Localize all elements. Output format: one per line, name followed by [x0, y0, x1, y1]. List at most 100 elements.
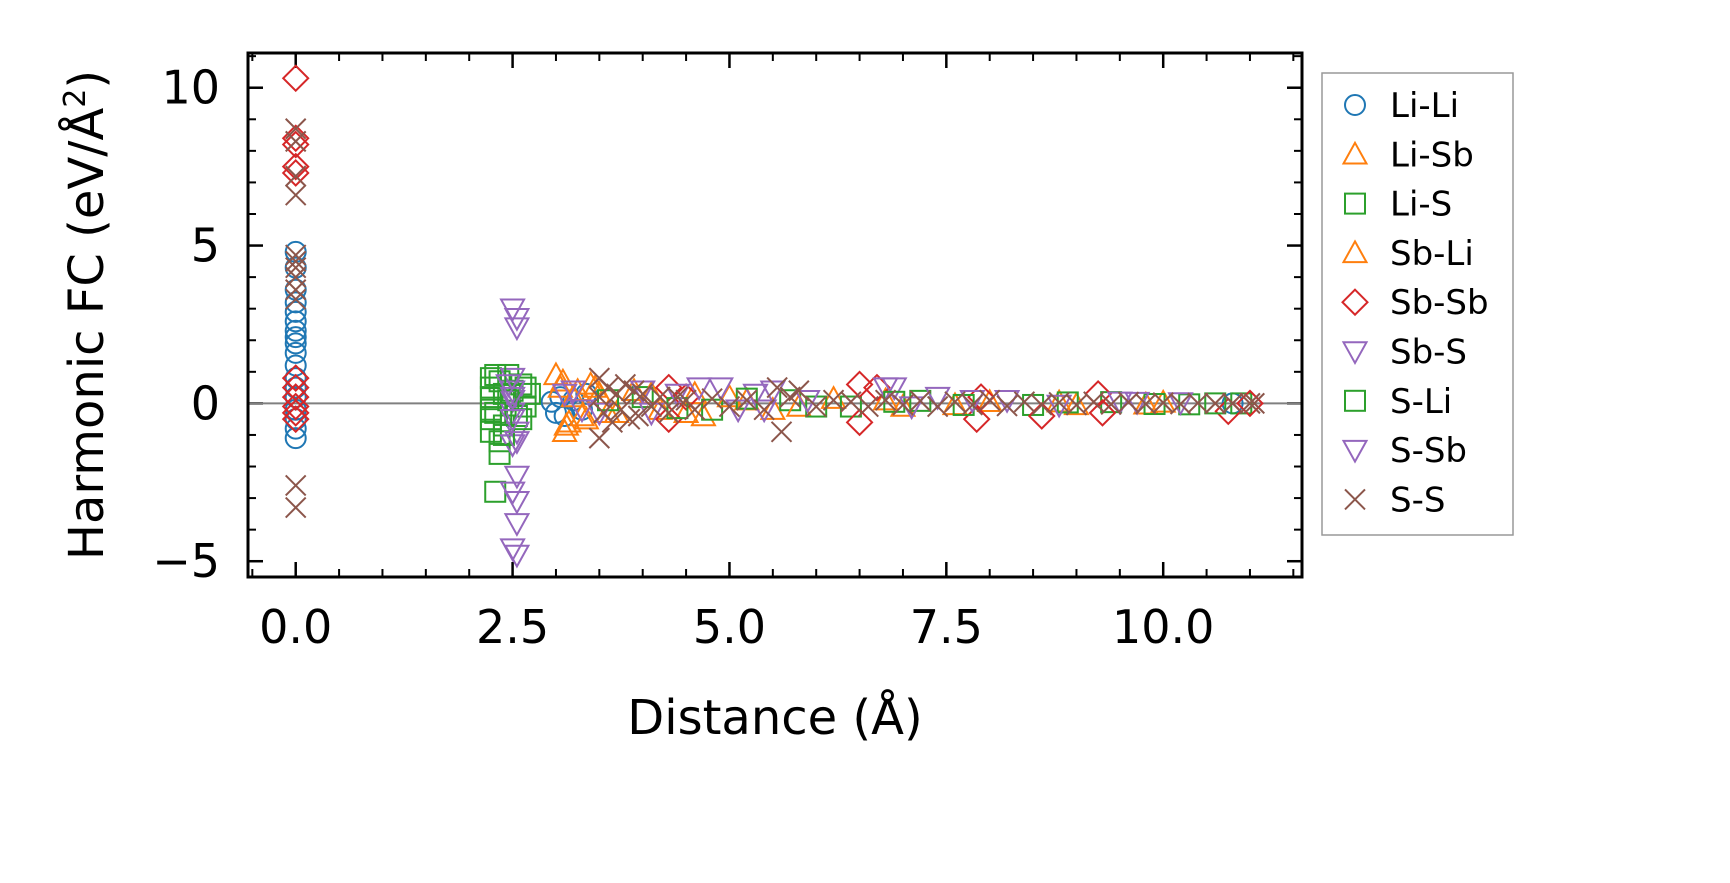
x-stroke: [597, 376, 619, 399]
data-point: [1088, 398, 1117, 427]
data-point: [284, 319, 307, 342]
x-stroke: [1100, 393, 1122, 416]
x-stroke: [822, 389, 845, 411]
data-point: [1100, 393, 1122, 416]
data-point: [690, 402, 717, 427]
data-point: [618, 408, 641, 430]
data-point: [281, 64, 310, 93]
legend-marker: [1341, 341, 1369, 366]
x-stroke: [805, 395, 827, 418]
data-point: [285, 256, 307, 279]
data-point: [284, 341, 307, 364]
data-point: [1135, 393, 1157, 415]
x-stroke: [285, 279, 307, 301]
data-point: [681, 380, 708, 405]
legend-marker: [1341, 140, 1369, 165]
data-point: [285, 474, 307, 497]
data-point: [1204, 392, 1226, 415]
data-point: [632, 383, 654, 405]
x-stroke: [1221, 392, 1244, 415]
x-stroke: [909, 390, 932, 412]
legend-label: Sb-Sb: [1390, 283, 1489, 323]
data-point: [495, 374, 522, 399]
legend-marker: [1344, 192, 1366, 215]
data-point: [627, 405, 650, 427]
data-point: [889, 392, 917, 417]
data-point: [684, 398, 706, 421]
x-stroke: [944, 391, 966, 413]
x-stroke: [1243, 392, 1265, 415]
legend: Li-Li Li-Sb Li-S Sb-Li Sb-Sb Sb-S S-Li S-Sb S-S: [1321, 72, 1514, 536]
data-point: [1013, 391, 1036, 413]
x-stroke: [601, 411, 624, 434]
x-stroke: [614, 373, 637, 396]
data-point: [492, 423, 515, 446]
data-point: [924, 386, 951, 411]
data-point: [281, 130, 310, 159]
x-stroke: [285, 130, 307, 153]
data-point: [654, 373, 683, 402]
data-point: [996, 395, 1018, 417]
x-stroke: [285, 474, 307, 497]
tick-labels: 0.0 2.5 5.0 7.5 10.0 −5 0 5 10: [152, 61, 1214, 654]
data-point: [281, 152, 310, 181]
data-point: [503, 491, 531, 515]
data-point: [750, 399, 778, 424]
data-point: [649, 386, 671, 408]
x-stroke: [285, 288, 307, 310]
x-stroke: [779, 386, 801, 408]
data-point: [742, 383, 769, 408]
data-point: [284, 332, 307, 355]
x-tick-label: 0.0: [259, 600, 332, 654]
y-axis-title: Harmonic FC (eV/Å2): [58, 70, 115, 560]
x-stroke: [1083, 391, 1105, 413]
legend-marker: [1344, 94, 1366, 116]
series-li-li: [284, 240, 1244, 450]
data-point: [479, 408, 502, 431]
x-stroke: [996, 395, 1018, 417]
data-point: [857, 395, 879, 418]
data-point: [284, 427, 307, 450]
legend-label: Li-Sb: [1390, 135, 1474, 175]
data-point: [1169, 393, 1192, 415]
x-stroke: [874, 389, 897, 411]
data-point: [1167, 392, 1194, 416]
x-stroke: [978, 389, 1001, 411]
x-stroke: [588, 427, 611, 449]
x-stroke: [285, 184, 307, 206]
data-point: [1117, 391, 1140, 413]
data-point: [753, 398, 775, 421]
x-tick-label: 2.5: [476, 600, 549, 654]
data-point: [766, 376, 788, 399]
legend-label: Sb-Li: [1390, 234, 1474, 274]
data-point: [794, 390, 821, 414]
data-point: [1063, 391, 1090, 416]
data-point: [285, 165, 307, 187]
x-stroke: [627, 405, 650, 427]
data-point: [909, 390, 932, 412]
data-point: [503, 431, 531, 455]
x-stroke: [1344, 488, 1366, 511]
x-stroke: [1048, 391, 1070, 414]
data-point: [479, 386, 502, 409]
data-point: [281, 383, 310, 411]
data-point: [707, 377, 734, 402]
data-point: [588, 427, 611, 449]
x-stroke: [632, 383, 654, 405]
legend-label: S-Sb: [1390, 431, 1467, 471]
y-axis-title-superscript: 2: [58, 89, 93, 108]
x-stroke: [766, 376, 788, 399]
data-point: [840, 391, 862, 413]
x-stroke: [285, 165, 307, 187]
x-stroke: [840, 391, 862, 413]
x-stroke: [666, 386, 689, 408]
x-stroke: [285, 496, 307, 519]
data-point: [281, 405, 310, 434]
series-li-s: [479, 363, 1253, 503]
tick-marks: [248, 53, 1302, 577]
x-stroke: [684, 398, 706, 421]
data-point: [1048, 391, 1070, 414]
x-stroke: [618, 408, 641, 430]
data-point: [1243, 392, 1265, 415]
x-stroke: [285, 250, 307, 273]
